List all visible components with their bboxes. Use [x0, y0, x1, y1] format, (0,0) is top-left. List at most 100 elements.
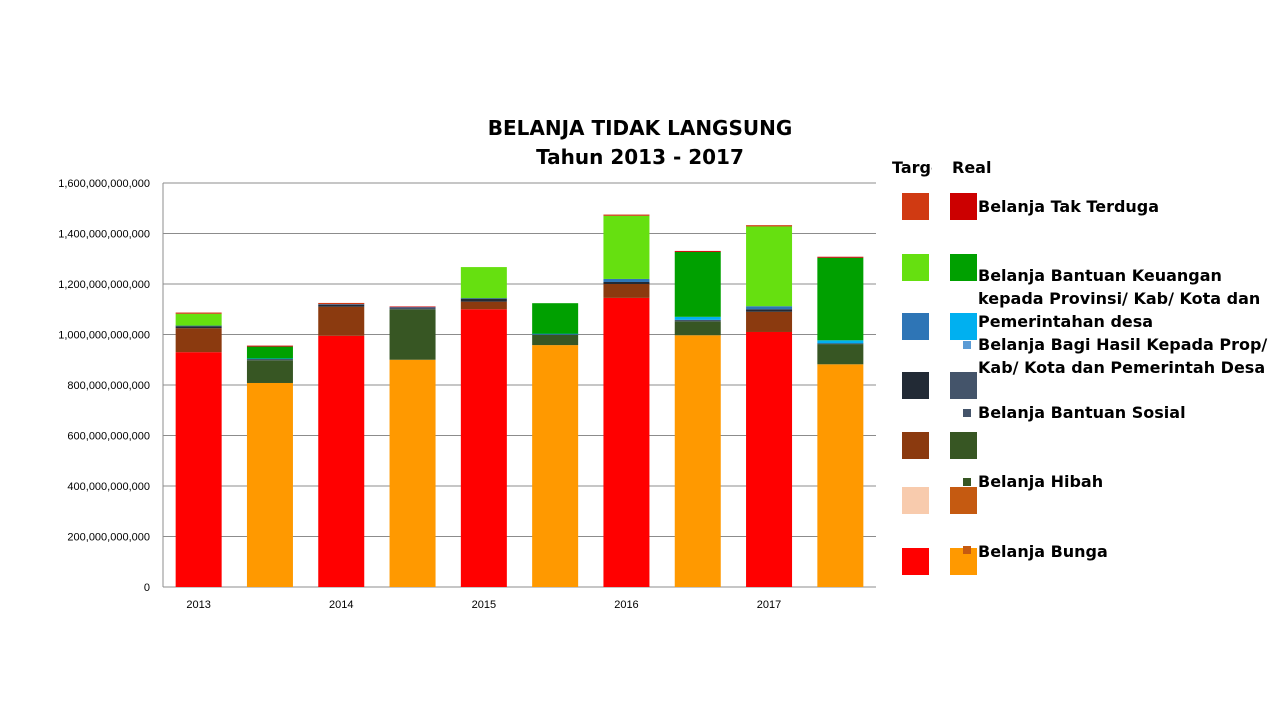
bar-segment: [246, 345, 293, 347]
legend-realisasi-swatch: [950, 193, 977, 220]
legend-target-swatch: [902, 193, 929, 220]
chart-title: BELANJA TIDAK LANGSUNG: [487, 116, 793, 140]
bar-segment: [817, 364, 864, 587]
bar-segment: [674, 319, 721, 322]
bar-segment: [674, 251, 721, 317]
bar-segment: [746, 331, 793, 587]
bar-segment: [817, 256, 864, 258]
legend-mini-marker: [963, 546, 971, 554]
legend-target-swatch: [902, 254, 929, 281]
bar-segment: [817, 344, 864, 365]
legend-mini-marker: [963, 478, 971, 486]
bar-segment: [460, 298, 507, 302]
bar-segment: [175, 313, 222, 326]
bar-segment: [817, 343, 864, 345]
bar-segment: [532, 303, 579, 334]
legend-realisasi-swatch: [950, 313, 977, 340]
bar-segment: [532, 345, 579, 587]
x-tick-label: 2013: [186, 599, 210, 611]
bar-segment: [318, 306, 365, 336]
legend-realisasi-swatch: [950, 432, 977, 459]
bar-segment: [746, 225, 793, 227]
bar-segment: [389, 307, 436, 310]
bar-segment: [246, 357, 293, 359]
x-tick-label: 2016: [614, 599, 638, 611]
bar-segment: [746, 311, 793, 332]
legend-target-swatch: [902, 487, 929, 514]
bar-segment: [532, 333, 579, 335]
legend-target-swatch: [902, 548, 929, 575]
bar-segment: [817, 257, 864, 341]
y-tick-label: 1,400,000,000,000: [58, 229, 150, 241]
bar-segment: [318, 335, 365, 587]
y-tick-label: 1,000,000,000,000: [58, 330, 150, 342]
bar-segment: [175, 325, 222, 327]
legend-mini-marker: [963, 409, 971, 417]
bar-segment: [175, 312, 222, 314]
bar-segment: [603, 278, 650, 282]
bar-segment: [674, 250, 721, 252]
legend-target-swatch: [902, 313, 929, 340]
bar-segment: [674, 316, 721, 320]
y-tick-label: 200,000,000,000: [67, 532, 150, 544]
bar-segment: [603, 297, 650, 587]
bar-segment: [532, 335, 579, 346]
chart-subtitle: Tahun 2013 - 2017: [536, 145, 744, 169]
bar-segment: [318, 302, 365, 305]
y-tick-label: 1,200,000,000,000: [58, 279, 150, 291]
bar-segment: [603, 284, 650, 298]
bar-segment: [175, 328, 222, 353]
bars: [175, 214, 864, 587]
bar-segment: [246, 360, 293, 383]
legend-label-hibah: Belanja Hibah: [978, 472, 1104, 491]
bar-segment: [389, 306, 436, 308]
bar-segment: [389, 306, 436, 308]
legend-label-bantuan-keuangan: Belanja Bantuan Keuangan kepada Provinsi…: [978, 266, 1261, 331]
bar-segment: [746, 226, 793, 307]
y-tick-label: 1,600,000,000,000: [58, 178, 150, 190]
legend-realisasi-swatch: [950, 487, 977, 514]
legend-target-swatch: [902, 372, 929, 399]
bar-segment: [175, 326, 222, 329]
bar-segment: [603, 281, 650, 284]
bar-segment: [674, 335, 721, 587]
tick-labels: 0 200,000,000,000 400,000,000,000 600,000,0…: [58, 178, 781, 611]
y-tick-label: 800,000,000,000: [67, 380, 150, 392]
bar-segment: [603, 215, 650, 279]
legend-header-realisasi: Realisasi: [952, 158, 992, 177]
y-tick-label: 0: [144, 582, 150, 594]
y-tick-label: 600,000,000,000: [67, 431, 150, 443]
chart-title-block: BELANJA TIDAK LANGSUNG Tahun 2013 - 2017: [440, 114, 840, 172]
bar-segment: [746, 309, 793, 312]
bar-segment: [246, 358, 293, 361]
bar-segment: [817, 340, 864, 344]
x-tick-label: 2014: [329, 599, 353, 611]
legend-realisasi-swatch: [950, 254, 977, 281]
bar-segment: [246, 346, 293, 359]
y-tick-label: 400,000,000,000: [67, 481, 150, 493]
bar-segment: [674, 321, 721, 336]
legend-label-bunga: Belanja Bunga: [978, 542, 1108, 561]
bar-segment: [746, 306, 793, 310]
bar-segment: [460, 301, 507, 310]
bar-segment: [318, 303, 365, 305]
legend-realisasi-swatch: [950, 372, 977, 399]
bar-segment: [460, 309, 507, 587]
bar-segment: [246, 382, 293, 587]
legend-label-bagi-hasil: Belanja Bagi Hasil Kepada Prop/ Kab/ Kot…: [978, 335, 1268, 377]
legend-label-bantuan-sosial: Belanja Bantuan Sosial: [978, 403, 1186, 422]
legend-target-swatch: [902, 432, 929, 459]
bar-segment: [389, 309, 436, 360]
x-tick-label: 2015: [472, 599, 496, 611]
bar-segment: [532, 334, 579, 336]
legend-label-tak-terduga: Belanja Tak Terduga: [978, 197, 1160, 216]
legend-mini-marker: [963, 341, 971, 349]
bar-segment: [460, 297, 507, 299]
bar-segment: [318, 304, 365, 307]
bar-segment: [389, 359, 436, 587]
x-tick-label: 2017: [757, 599, 781, 611]
bar-segment: [460, 267, 507, 299]
bar-segment: [175, 352, 222, 587]
bar-segment: [603, 214, 650, 216]
